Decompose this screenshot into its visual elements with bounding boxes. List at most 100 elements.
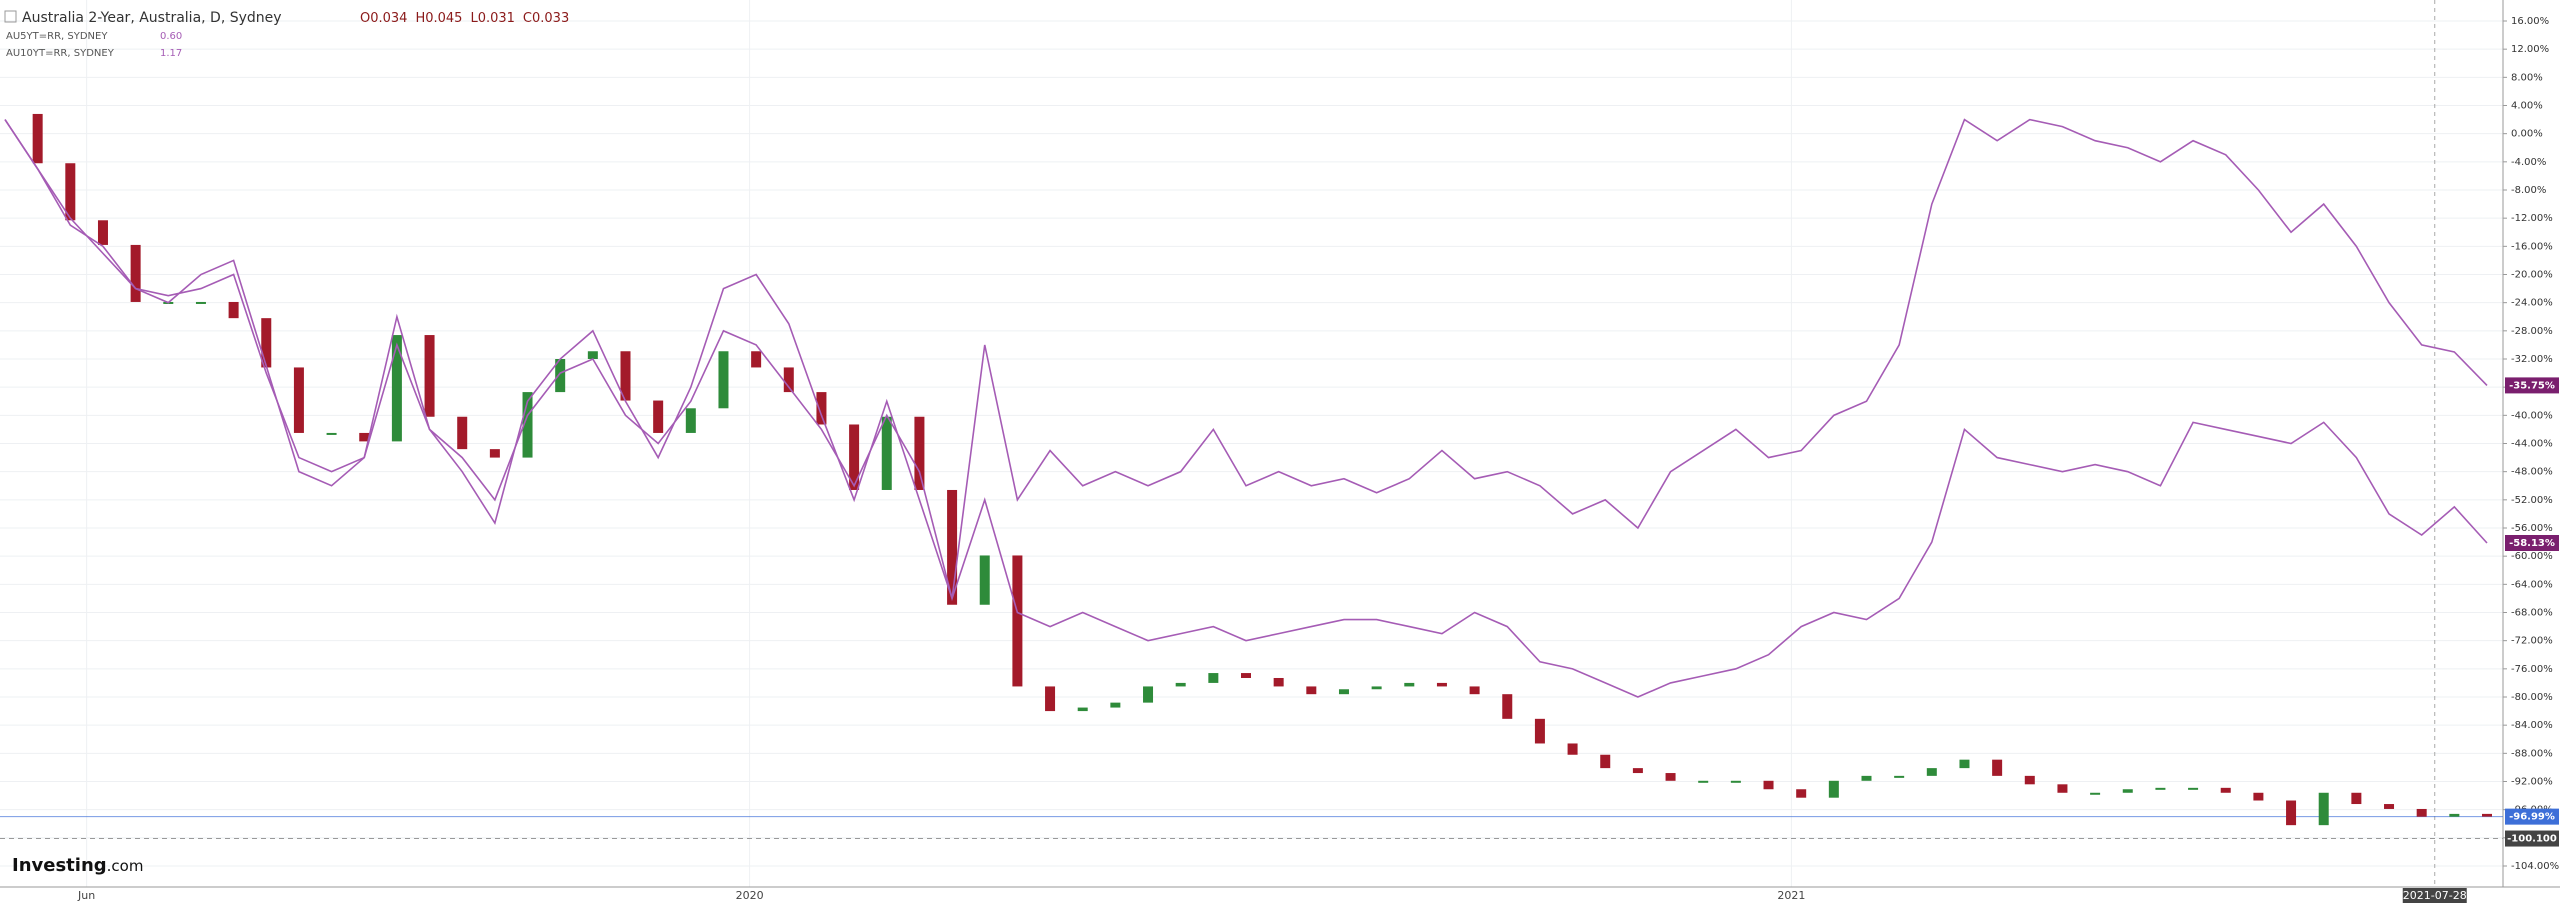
candle [1665,773,1676,781]
y-tick-label: -76.00% [2511,664,2553,675]
y-tick-label: 0.00% [2511,129,2543,140]
candle [2253,792,2264,801]
y-tick-label: -64.00% [2511,579,2553,590]
series-line [4,119,2488,698]
candle [1241,673,1251,678]
candle [1208,673,1219,683]
y-tick-label: -72.00% [2511,636,2553,647]
y-tick-label: -28.00% [2511,326,2553,337]
candle [1926,768,1937,776]
candle [555,359,566,393]
candle [2024,775,2035,785]
candle [816,392,827,425]
candle [97,220,108,245]
candle [1175,682,1186,687]
y-tick-label: -20.00% [2511,270,2553,281]
candle [979,555,990,605]
candle [1371,686,1382,690]
candle [1273,677,1284,687]
y-tick-label: -44.00% [2511,439,2553,450]
candle [1828,780,1839,798]
candle [914,416,925,490]
candle [751,351,762,368]
chart-title: Australia 2-Year, Australia, D, Sydney [22,10,282,26]
y-tick-label: -68.00% [2511,608,2553,619]
ohlc-value: H0.045 [415,11,462,26]
y-tick-label: -48.00% [2511,467,2553,478]
ohlc-value: L0.031 [470,11,514,26]
candle [1404,682,1415,687]
candle [261,318,272,368]
candle [32,113,43,164]
candle [1502,694,1513,719]
candle [391,335,402,442]
y-tick-label: -40.00% [2511,410,2553,421]
last-label-bg [2505,808,2559,825]
reference-label: -100.100 [2507,834,2557,845]
candle [130,244,141,302]
legend-name: AU10YT=RR, SYDNEY [6,48,115,59]
candle [1600,754,1611,769]
y-tick-label: 12.00% [2511,44,2549,55]
candle [1632,768,1643,774]
candle [2318,792,2329,826]
cursor-label: 2021-07-28 [2403,889,2467,902]
candle [1012,555,1023,687]
candle [2122,789,2133,793]
candle [1698,780,1709,783]
candle [1077,707,1088,712]
candle [2057,784,2068,793]
candle [195,301,206,304]
y-tick-label: -24.00% [2511,298,2553,309]
reference-label-bg [2505,830,2559,847]
y-tick-label: -80.00% [2511,692,2553,703]
candle [489,449,500,458]
x-tick-label: Jun [77,889,95,902]
candle [522,392,533,458]
candle [1436,682,1447,687]
y-tick-label: -32.00% [2511,354,2553,365]
candle [1894,775,1905,778]
y-tick-label: -88.00% [2511,748,2553,759]
candle [620,351,631,401]
watermark-brand: Investing [12,855,107,876]
candle [2188,787,2199,790]
candle [653,400,664,433]
candle [2286,800,2297,826]
candle [65,163,76,221]
legend-toggle [4,10,17,23]
watermark: Investing.com [12,855,143,876]
legend-last: 1.17 [160,48,182,59]
candle [718,351,729,409]
candle [424,335,435,417]
candle [1045,686,1056,712]
y-tick-label: -84.00% [2511,720,2553,731]
candle [1730,780,1741,783]
candle [228,301,239,319]
candle [685,408,696,433]
candle [326,432,337,435]
last-label-bg [2505,534,2559,551]
y-tick-label: -12.00% [2511,213,2553,224]
candle [1861,775,1872,781]
y-tick-label: -52.00% [2511,495,2553,506]
last-label: -96.99% [2509,812,2555,823]
candle [2416,808,2427,817]
y-tick-label: 16.00% [2511,16,2549,27]
candle [881,416,892,490]
y-tick-label: -104.00% [2511,861,2559,872]
candle [2155,787,2166,790]
candle [1959,759,1970,769]
y-tick-label: -8.00% [2511,185,2546,196]
candle [1534,718,1545,744]
y-tick-label: -56.00% [2511,523,2553,534]
x-tick-label: 2020 [736,889,764,902]
y-tick-label: -60.00% [2511,551,2553,562]
legend-last: 0.60 [160,31,182,42]
candle [293,367,304,433]
series-line [4,118,2488,599]
y-tick-label: -16.00% [2511,241,2553,252]
candle [2482,813,2492,817]
candle [1469,686,1480,695]
